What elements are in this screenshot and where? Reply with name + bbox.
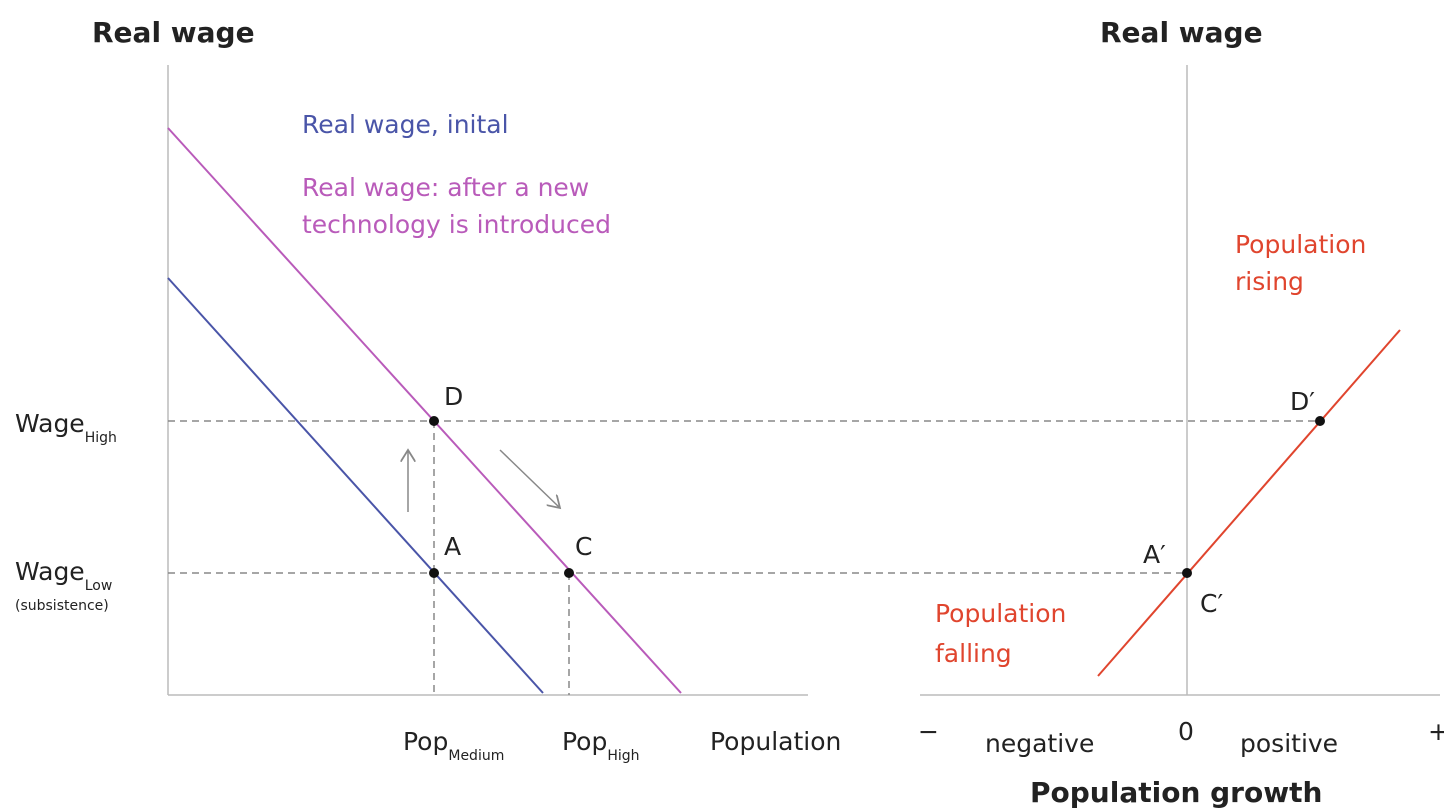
arrow (499, 449, 560, 508)
point-label: C (575, 532, 592, 561)
x-label-main: Pop (403, 727, 448, 756)
y-label: WageHigh (15, 409, 117, 446)
annotation: Population (1235, 230, 1366, 259)
new-wage-line (167, 127, 682, 694)
legend-label: Real wage, inital (302, 110, 509, 139)
x-label: PopMedium (403, 727, 504, 764)
x-label: Population (710, 727, 841, 756)
point (1182, 568, 1192, 578)
y-label-main: Wage (15, 409, 85, 438)
y-label-note: (subsistence) (15, 598, 109, 614)
point-label: A′ (1143, 540, 1166, 569)
y-label-main: Wage (15, 557, 85, 586)
point (1315, 416, 1325, 426)
annotation: falling (935, 639, 1012, 668)
growth-line (1097, 329, 1401, 677)
x-label-sub: Medium (448, 748, 504, 764)
point-label: D (444, 382, 463, 411)
point (429, 416, 439, 426)
point-label: C′ (1200, 589, 1223, 618)
x-label: positive (1240, 729, 1338, 758)
x-label: 0 (1178, 717, 1194, 746)
axis-title: Real wage (1100, 16, 1263, 49)
y-label-sub: High (85, 430, 117, 446)
x-label: negative (985, 729, 1094, 758)
y-label-sub: Low (85, 578, 113, 594)
point-label: D′ (1290, 387, 1315, 416)
point-label: A (444, 532, 461, 561)
annotation: Population (935, 599, 1066, 628)
axis-title: Real wage (92, 16, 255, 49)
y-label: WageLow (15, 557, 112, 594)
x-axis-title: Population growth (1030, 776, 1322, 809)
x-label-main: Pop (562, 727, 607, 756)
x-label-sub: High (607, 748, 639, 764)
legend-label: technology is introduced (302, 210, 611, 239)
x-label: − (918, 717, 939, 746)
initial-wage-line (167, 277, 544, 694)
point (429, 568, 439, 578)
x-label: + (1428, 717, 1444, 746)
x-label: PopHigh (562, 727, 640, 764)
legend-label: Real wage: after a new (302, 173, 589, 202)
annotation: rising (1235, 267, 1304, 296)
point (564, 568, 574, 578)
